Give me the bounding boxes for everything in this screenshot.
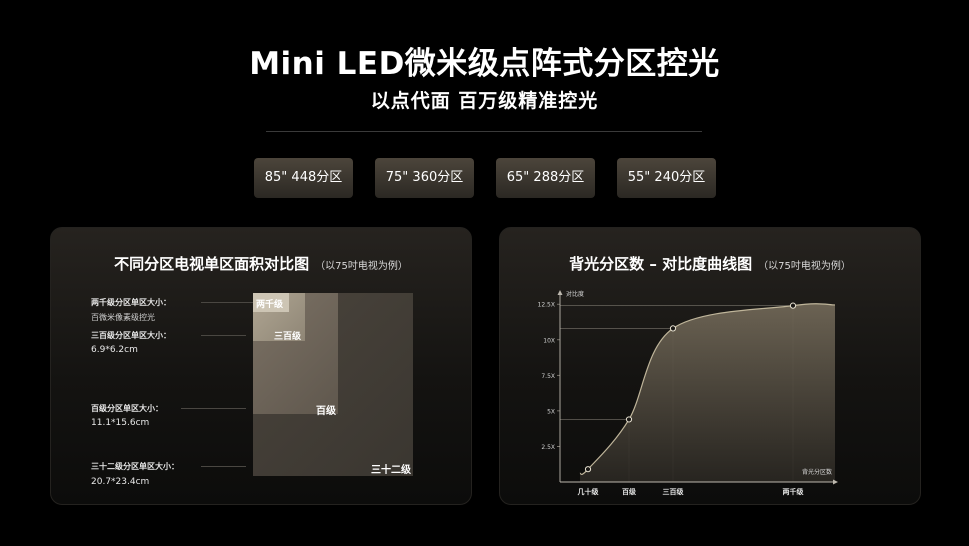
y-tick-label: 7.5X — [541, 373, 555, 380]
label-300-size: 6.9*6.2cm — [91, 345, 138, 355]
leader-line-2000 — [201, 302, 261, 303]
square-2000-label: 两千级 — [256, 300, 284, 310]
y-axis-title: 对比度 — [566, 290, 584, 298]
title-divider — [266, 131, 702, 132]
square-2000-zone — [253, 293, 289, 312]
square-100-label: 百级 — [316, 406, 336, 417]
curve-data-point — [625, 416, 633, 423]
label-2000-desc: 百微米像素级控光 — [91, 313, 155, 322]
label-2000-zone: 两千级分区单区大小： — [91, 298, 171, 307]
x-axis-arrow — [833, 479, 838, 485]
curve-panel-title: 背光分区数 – 对比度曲线图 （以75吋电视为例） — [500, 253, 920, 274]
curve-data-point — [669, 325, 677, 332]
label-32-zone: 三十二级分区单区大小： — [91, 462, 179, 471]
label-32-size: 20.7*23.4cm — [91, 477, 150, 487]
curve-data-point — [789, 302, 797, 309]
curve-panel-note: （以75吋电视为例） — [758, 261, 851, 272]
chip-75-inch: 75" 360分区 — [375, 158, 474, 198]
curve-panel-heading: 背光分区数 – 对比度曲线图 — [569, 255, 753, 273]
x-tick-label: 三百级 — [663, 487, 685, 496]
y-tick-label: 10X — [543, 337, 555, 344]
x-tick-label: 百级 — [622, 487, 637, 496]
area-comparison-panel: 不同分区电视单区面积对比图 （以75吋电视为例） 两千级分区单区大小： 百微米像素… — [50, 227, 472, 505]
chip-85-inch: 85" 448分区 — [254, 158, 353, 198]
area-panel-title: 不同分区电视单区面积对比图 （以75吋电视为例） — [51, 253, 471, 274]
label-100-zone: 百级分区单区大小： — [91, 404, 163, 413]
square-32-label: 三十二级 — [371, 465, 411, 476]
x-tick-label: 几十级 — [578, 487, 600, 496]
curve-area-fill — [580, 303, 835, 482]
area-panel-note: （以75吋电视为例） — [315, 261, 408, 272]
y-tick-label: 5X — [547, 408, 555, 415]
chip-55-inch: 55" 240分区 — [617, 158, 716, 198]
contrast-curve-panel: 背光分区数 – 对比度曲线图 （以75吋电视为例） 2.5X 5X 7.5X 10X 12… — [499, 227, 921, 505]
curve-data-point — [584, 466, 592, 473]
label-100-size: 11.1*15.6cm — [91, 418, 150, 428]
x-axis-title: 背光分区数 — [802, 468, 832, 476]
leader-line-32 — [201, 466, 246, 467]
x-tick-label: 两千级 — [783, 487, 805, 496]
page-subtitle: 以点代面 百万级精准控光 — [370, 90, 599, 112]
square-300-label: 三百级 — [274, 332, 302, 342]
y-tick-label: 12.5X — [538, 302, 555, 309]
area-panel-heading: 不同分区电视单区面积对比图 — [114, 255, 310, 273]
leader-line-100 — [181, 408, 246, 409]
y-tick-label: 2.5X — [541, 444, 555, 451]
y-axis-arrow — [557, 290, 563, 295]
page-title: Mini LED微米级点阵式分区控光 — [249, 46, 720, 82]
chip-65-inch: 65" 288分区 — [496, 158, 595, 198]
label-300-zone: 三百级分区单区大小： — [91, 331, 171, 340]
leader-line-300 — [201, 335, 246, 336]
